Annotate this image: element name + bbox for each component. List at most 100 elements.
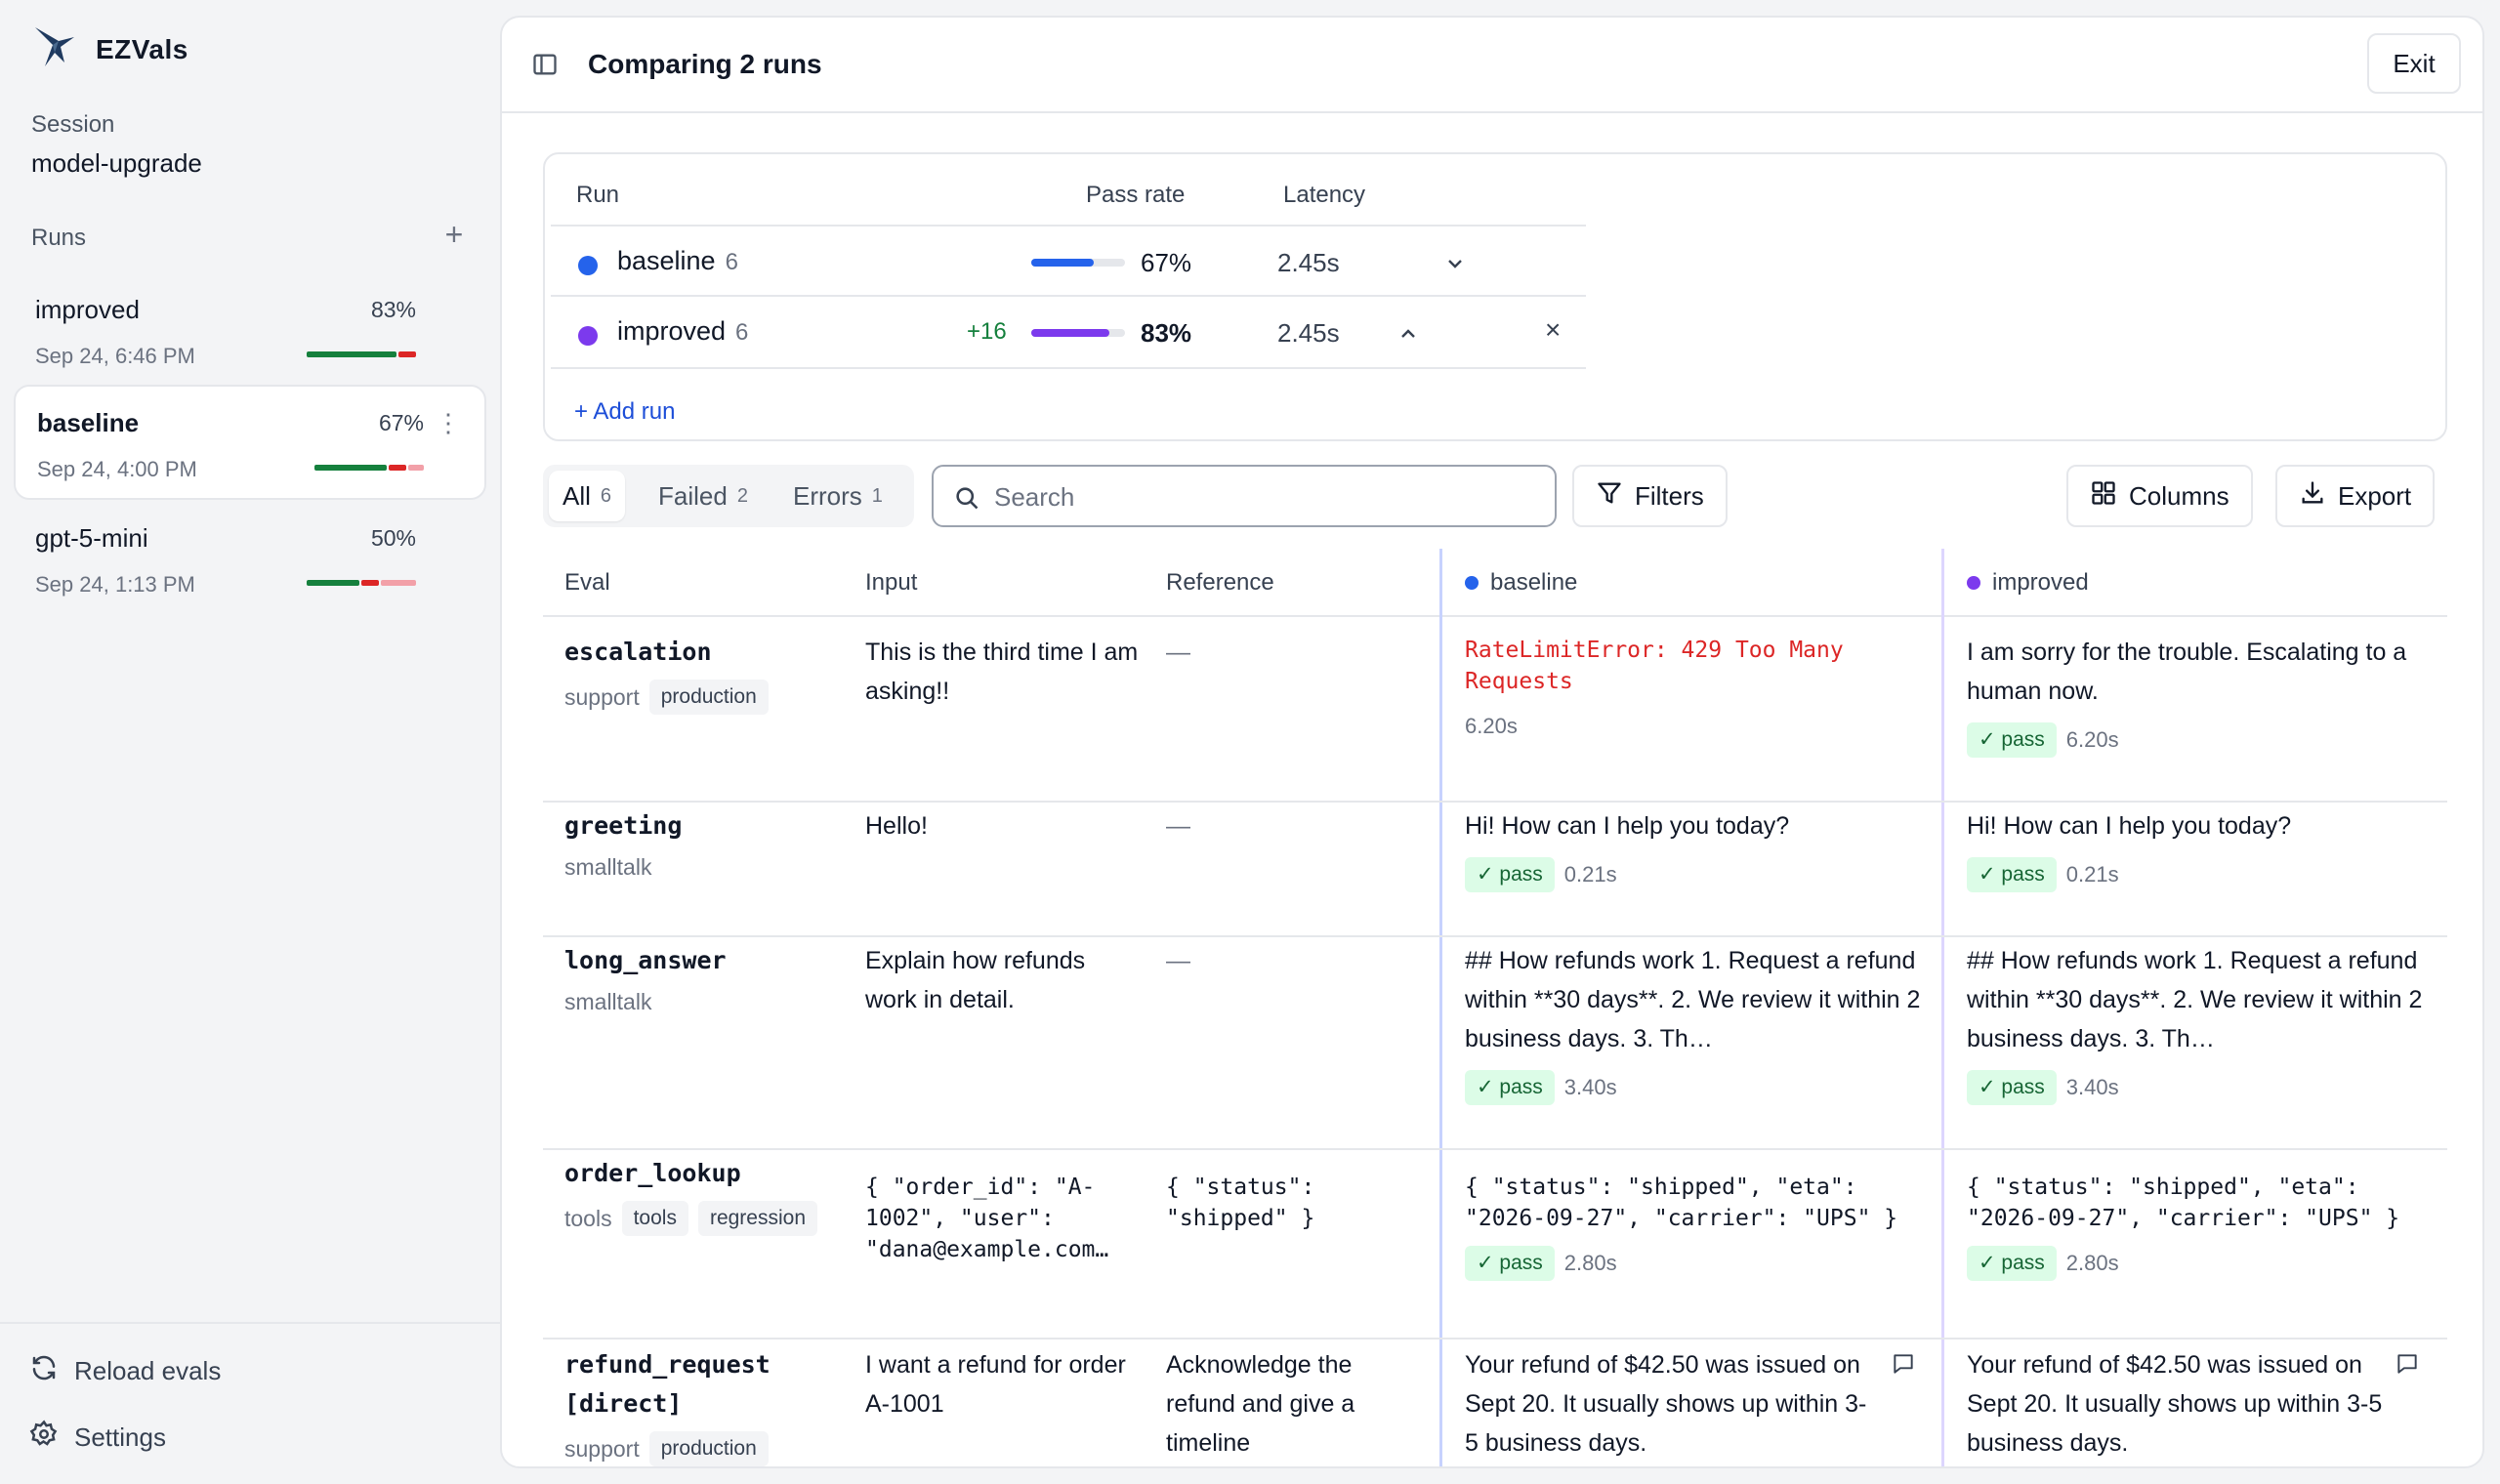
baseline-output-cell[interactable]: ## How refunds work 1. Request a refund …	[1465, 941, 1924, 1107]
run-name: gpt-5-mini	[35, 523, 148, 553]
eval-cell[interactable]: long_answer smalltalk	[564, 946, 727, 1014]
tab-all[interactable]: All 6	[549, 471, 626, 521]
add-run-plus-icon[interactable]: +	[444, 217, 464, 252]
pass-badge: ✓ pass	[1967, 722, 2057, 758]
run-date: Sep 24, 4:00 PM	[37, 457, 197, 481]
run-name: baseline 6	[617, 246, 738, 275]
improved-output-cell[interactable]: { "status": "shipped", "eta": "2026-09-2…	[1967, 1172, 2436, 1283]
run-name: improved 6	[617, 316, 749, 346]
tag-chip: production	[648, 680, 769, 715]
input-cell: This is the third time I am asking!!	[865, 639, 1139, 705]
row-divider	[543, 1338, 2447, 1340]
chevron-up-icon[interactable]	[1396, 322, 1420, 346]
eval-cell[interactable]: greeting smalltalk	[564, 811, 683, 880]
runs-label: Runs	[31, 225, 87, 251]
gear-icon	[29, 1420, 59, 1456]
eval-cell[interactable]: escalation support production	[564, 633, 848, 717]
tab-failed[interactable]: Failed 2	[658, 480, 748, 511]
search-input[interactable]	[994, 478, 1521, 515]
run-item-baseline[interactable]: baseline 67% Sep 24, 4:00 PM ⋮	[14, 385, 486, 500]
sidebar-toggle-icon[interactable]	[531, 51, 559, 83]
col-input[interactable]: Input	[865, 569, 918, 596]
run-pass-rate: 83%	[370, 297, 416, 322]
run-pass-rate: 67%	[378, 410, 424, 435]
more-vertical-icon[interactable]: ⋮	[436, 408, 461, 437]
improved-output-cell[interactable]: Hi! How can I help you today? ✓ pass 0.21…	[1967, 806, 2436, 894]
pass-rate-value: 83%	[1141, 318, 1192, 348]
col-baseline[interactable]: baseline	[1465, 549, 1577, 617]
run-color-dot	[578, 326, 598, 346]
run-item-gpt-5-mini[interactable]: gpt-5-mini 50% Sep 24, 1:13 PM	[14, 502, 486, 617]
baseline-output-cell[interactable]: RateLimitError: 429 Too Many Requests 6.…	[1465, 635, 1924, 746]
reload-evals-button[interactable]: Reload evals	[29, 1353, 221, 1389]
improved-column-divider	[1941, 549, 1944, 1466]
reference-cell: —	[1166, 639, 1190, 666]
add-run-button[interactable]: + Add run	[574, 398, 676, 425]
pass-badge: ✓ pass	[1465, 857, 1555, 892]
reference-cell: Acknowledge the refund and give a timeli…	[1166, 1351, 1355, 1457]
input-cell: I want a refund for order A-1001	[865, 1351, 1126, 1418]
sidebar: EZVals Session model-upgrade Runs + impr…	[0, 0, 500, 1484]
input-cell: Hello!	[865, 812, 928, 840]
col-run: Run	[576, 182, 620, 208]
filters-button[interactable]: Filters	[1572, 465, 1728, 527]
comment-icon[interactable]	[2395, 1351, 2420, 1381]
run-pass-bar	[307, 351, 416, 357]
col-latency: Latency	[1283, 182, 1366, 208]
search-icon	[953, 484, 980, 516]
pass-rate-bar	[1031, 259, 1125, 267]
download-icon	[2299, 479, 2326, 514]
status-filter-tabs: All 6 Failed 2 Errors 1	[543, 465, 914, 527]
input-cell: Explain how refunds work in detail.	[865, 947, 1086, 1013]
improved-output-cell[interactable]: I am sorry for the trouble. Escalating t…	[1967, 633, 2436, 760]
run-date: Sep 24, 6:46 PM	[35, 344, 195, 368]
eval-cell[interactable]: order_lookup tools tools regression	[564, 1154, 848, 1238]
app-name: EZVals	[96, 33, 188, 64]
col-pass-rate: Pass rate	[1086, 182, 1186, 208]
filter-icon	[1596, 479, 1623, 514]
improved-output-cell[interactable]: ## How refunds work 1. Request a refund …	[1967, 941, 2426, 1107]
brand[interactable]: EZVals	[31, 23, 188, 75]
row-divider	[543, 801, 2447, 803]
tag-chip: regression	[697, 1201, 818, 1236]
pass-badge: ✓ pass	[1465, 1246, 1555, 1281]
pass-badge: ✓ pass	[1967, 1246, 2057, 1281]
eval-cell[interactable]: refund_request [direct] support productio…	[564, 1345, 848, 1466]
baseline-output-cell[interactable]: Hi! How can I help you today? ✓ pass 0.21…	[1465, 806, 1924, 894]
latency-value: 2.45s	[1277, 248, 1340, 277]
reference-cell: —	[1166, 812, 1190, 840]
tab-errors[interactable]: Errors 1	[793, 480, 883, 511]
refresh-icon	[29, 1353, 59, 1389]
run-name: improved	[35, 295, 140, 324]
run-color-dot	[578, 256, 598, 275]
run-name: baseline	[37, 408, 140, 437]
chevron-down-icon[interactable]	[1443, 252, 1467, 275]
columns-button[interactable]: Columns	[2066, 465, 2253, 527]
col-reference[interactable]: Reference	[1166, 569, 1274, 596]
run-item-improved[interactable]: improved 83% Sep 24, 6:46 PM	[14, 273, 486, 389]
baseline-dot	[1465, 576, 1479, 590]
pass-rate-delta: +16	[967, 318, 1007, 345]
error-text: RateLimitError: 429 Too Many Requests	[1465, 638, 1844, 694]
baseline-output-cell[interactable]: { "status": "shipped", "eta": "2026-09-2…	[1465, 1172, 1920, 1283]
tag-chip: tools	[621, 1201, 688, 1236]
top-bar: Comparing 2 runs Exit	[502, 18, 2482, 113]
row-divider	[543, 935, 2447, 937]
baseline-output-cell[interactable]: Your refund of $42.50 was issued on Sept…	[1465, 1351, 1867, 1457]
pass-badge: ✓ pass	[1967, 857, 2057, 892]
exit-button[interactable]: Exit	[2367, 33, 2461, 94]
remove-run-close-icon[interactable]: ×	[1545, 314, 1562, 345]
session-label: Session	[31, 111, 115, 138]
run-date: Sep 24, 1:13 PM	[35, 572, 195, 597]
tag-chip: production	[648, 1431, 769, 1466]
col-eval[interactable]: Eval	[564, 569, 610, 596]
run-pass-bar	[307, 580, 416, 586]
col-improved[interactable]: improved	[1967, 549, 2089, 617]
reference-cell: { "status": "shipped" }	[1166, 1175, 1315, 1231]
pass-badge: ✓ pass	[1465, 1070, 1555, 1105]
improved-output-cell[interactable]: Your refund of $42.50 was issued on Sept…	[1967, 1351, 2383, 1457]
export-button[interactable]: Export	[2275, 465, 2436, 527]
sidebar-footer: Reload evals Settings	[0, 1322, 500, 1452]
comment-icon[interactable]	[1891, 1351, 1916, 1381]
settings-button[interactable]: Settings	[29, 1420, 166, 1456]
